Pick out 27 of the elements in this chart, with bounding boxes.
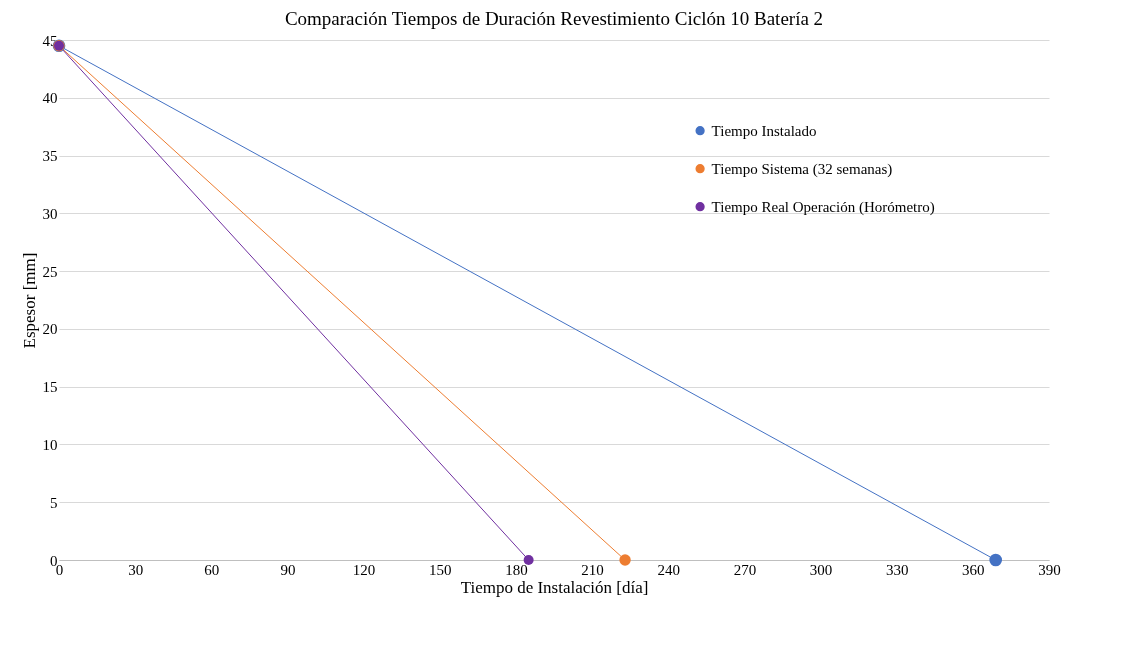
y-tick-label: 5 (50, 494, 58, 511)
x-tick-label: 180 (505, 561, 528, 578)
y-tick-label: 20 (42, 321, 58, 338)
y-tick-label: 10 (42, 436, 58, 453)
x-axis-title: Tiempo de Instalación [día] (460, 577, 649, 597)
x-tick-label: 210 (581, 561, 604, 578)
x-tick-label: 300 (809, 561, 833, 578)
y-tick-label: 25 (42, 263, 58, 280)
x-tick-label: 90 (280, 561, 296, 578)
y-tick-label: 35 (42, 148, 58, 165)
x-tick-label: 120 (352, 561, 376, 578)
x-tick-label: 150 (429, 561, 452, 578)
legend-label: Tiempo Instalado (711, 122, 817, 139)
x-tick-label: 30 (128, 561, 144, 578)
x-tick-label: 240 (657, 561, 680, 578)
y-axis-title: Espesor [mm] (19, 252, 39, 349)
x-tick-label: 60 (204, 561, 220, 578)
y-tick-label: 15 (42, 379, 58, 396)
x-tick-label: 390 (1038, 561, 1061, 578)
x-tick-label: 360 (962, 561, 985, 578)
legend-label: Tiempo Real Operación (Horómetro) (711, 198, 935, 216)
x-tick-label: 330 (885, 561, 909, 578)
legend-label: Tiempo Sistema (32 semanas) (711, 160, 893, 178)
chart-title: Comparación Tiempos de Duración Revestimiento Ciclón 10 Batería 2 (284, 8, 824, 29)
x-tick-label: 270 (733, 561, 757, 578)
y-tick-label: 40 (42, 90, 58, 107)
y-tick-label: 30 (42, 205, 58, 222)
